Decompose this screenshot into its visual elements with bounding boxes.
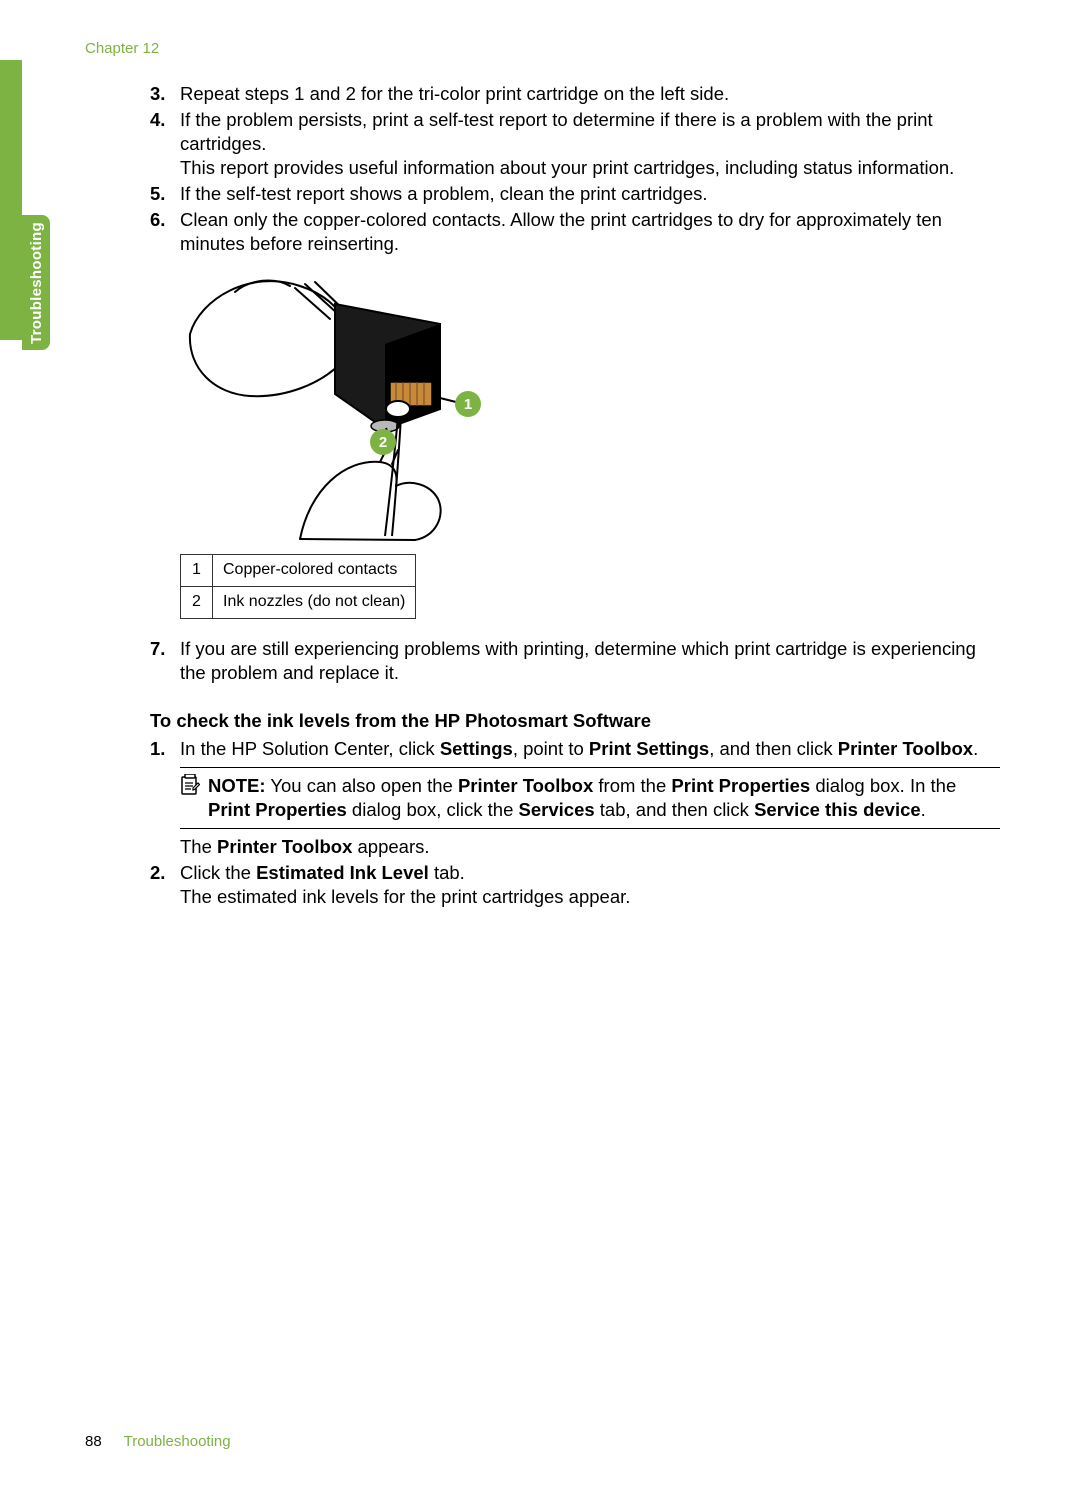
list-item: 6.Clean only the copper-colored contacts… (150, 208, 1000, 256)
note-box: NOTE: You can also open the Printer Tool… (180, 767, 1000, 829)
step-text: Repeat steps 1 and 2 for the tri-color p… (180, 82, 1000, 106)
step-number: 2. (150, 861, 180, 909)
after-note-text: The Printer Toolbox appears. (180, 835, 1000, 859)
legend-number: 1 (181, 555, 213, 587)
note-body: NOTE: You can also open the Printer Tool… (208, 774, 1000, 822)
step-text: In the HP Solution Center, click Setting… (180, 737, 1000, 761)
step-text: If you are still experiencing problems w… (180, 637, 1000, 685)
note-icon (180, 774, 208, 822)
list-item: 4.If the problem persists, print a self-… (150, 108, 1000, 180)
cartridge-illustration: 12 (180, 274, 500, 544)
step-text: If the self-test report shows a problem,… (180, 182, 1000, 206)
list-item: 2. Click the Estimated Ink Level tab. Th… (150, 861, 1000, 909)
callout-number: 2 (379, 434, 387, 451)
table-row: 2Ink nozzles (do not clean) (181, 587, 416, 619)
side-tab-label: Troubleshooting (28, 222, 45, 344)
legend-number: 2 (181, 587, 213, 619)
list-item: 5.If the self-test report shows a proble… (150, 182, 1000, 206)
step-text: Clean only the copper-colored contacts. … (180, 208, 1000, 256)
chapter-header: Chapter 12 (85, 40, 159, 57)
step-number: 6. (150, 208, 180, 256)
step-number: 5. (150, 182, 180, 206)
step-number: 3. (150, 82, 180, 106)
legend-label: Copper-colored contacts (213, 555, 416, 587)
table-row: 1Copper-colored contacts (181, 555, 416, 587)
step-number: 1. (150, 737, 180, 761)
side-green-bar (0, 60, 22, 340)
legend-label: Ink nozzles (do not clean) (213, 587, 416, 619)
main-content: 3.Repeat steps 1 and 2 for the tri-color… (150, 82, 1000, 911)
list-item: 7. If you are still experiencing problem… (150, 637, 1000, 685)
step-number: 4. (150, 108, 180, 180)
footer-section: Troubleshooting (124, 1433, 231, 1450)
side-tab: Troubleshooting (22, 215, 50, 350)
page-footer: 88 Troubleshooting (85, 1433, 231, 1450)
page-number: 88 (85, 1433, 102, 1450)
step-text: If the problem persists, print a self-te… (180, 108, 1000, 180)
step-number: 7. (150, 637, 180, 685)
figure-legend-table: 1Copper-colored contacts2Ink nozzles (do… (180, 554, 416, 619)
list-item: 1. In the HP Solution Center, click Sett… (150, 737, 1000, 761)
figure-cartridge-clean: 12 1Copper-colored contacts2Ink nozzles … (180, 274, 1000, 619)
callout-number: 1 (464, 396, 472, 413)
step-text: Click the Estimated Ink Level tab. The e… (180, 861, 1000, 909)
list-item: 3.Repeat steps 1 and 2 for the tri-color… (150, 82, 1000, 106)
section-heading: To check the ink levels from the HP Phot… (150, 709, 1000, 733)
